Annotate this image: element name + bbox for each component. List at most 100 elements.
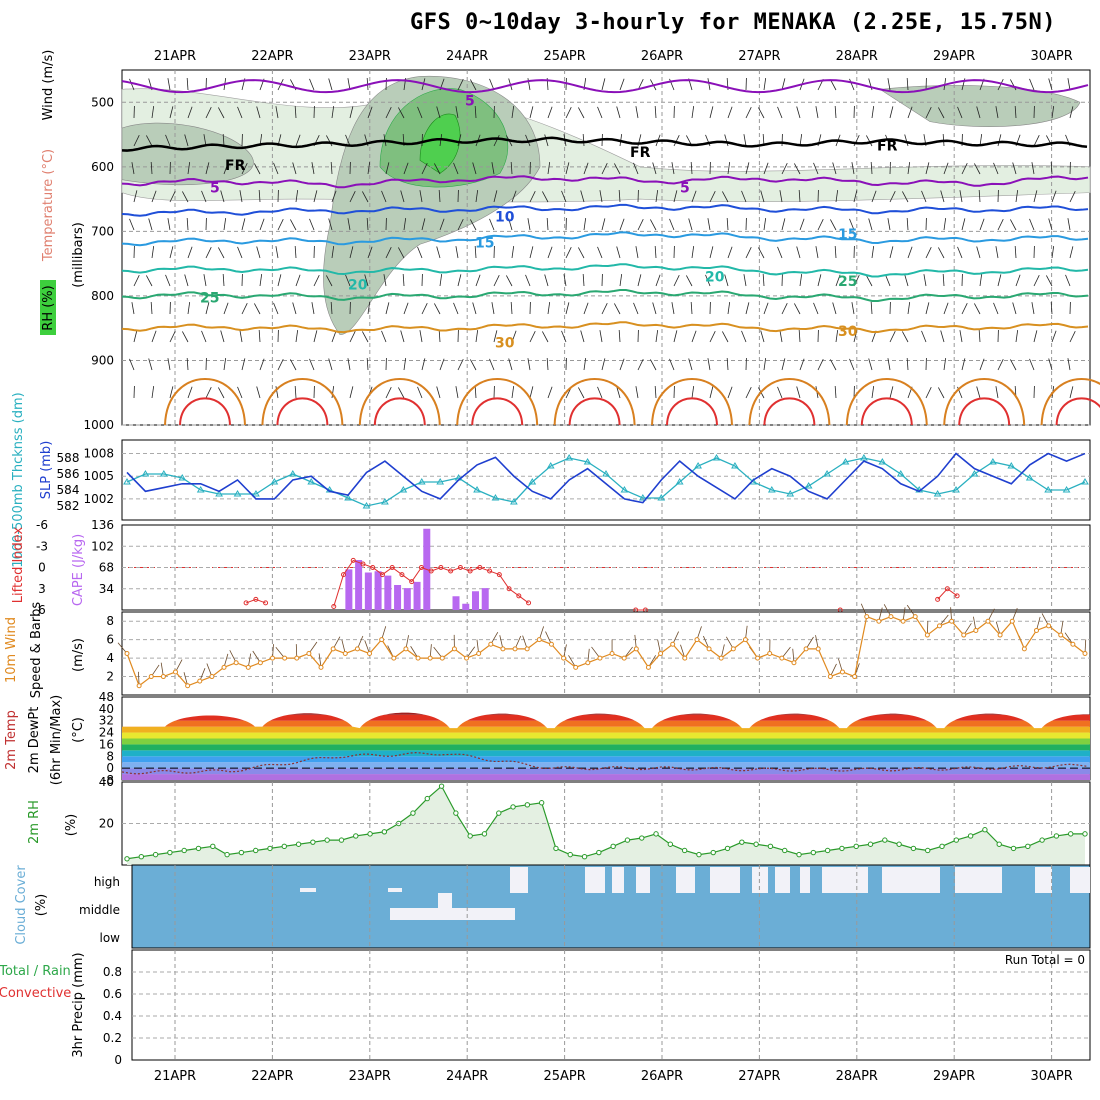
- cloud-clear-mid: [388, 888, 402, 892]
- wind-barb: [403, 162, 409, 175]
- cape-bar: [355, 560, 363, 610]
- wind-barb: [184, 134, 189, 147]
- wind-barb: [961, 358, 966, 371]
- temp-axis-label: 2m Temp: [4, 710, 19, 770]
- cloud-level-low: low: [100, 931, 121, 945]
- wind10m-marker: [354, 646, 360, 652]
- wind-barb: [601, 218, 606, 231]
- wind-barb: [978, 190, 981, 203]
- cloud-clear-high: [800, 867, 810, 893]
- thickness-marker: [270, 478, 279, 485]
- wind-ytick: 2: [106, 670, 114, 684]
- wind-barb: [707, 358, 711, 371]
- wind-barb: [381, 330, 387, 343]
- thickness-line: [126, 457, 1086, 507]
- contour-label: 10: [495, 210, 515, 226]
- thickness-marker: [399, 486, 408, 493]
- contour-label: 5: [210, 181, 220, 197]
- isotherm-loop-35: [943, 378, 1026, 426]
- li-marker: [350, 557, 356, 563]
- wind-barb: [1029, 78, 1035, 91]
- rh2m-ytick: 20: [99, 817, 114, 831]
- wind-barb: [546, 218, 549, 231]
- wind-barb: [544, 134, 549, 147]
- wind-barb: [165, 274, 171, 287]
- wind-barb: [1031, 302, 1035, 315]
- wind-barb: [997, 359, 1004, 371]
- wind-barb: [758, 247, 765, 259]
- isotherm-line: [121, 263, 1089, 278]
- wind-barb: [599, 330, 603, 343]
- isotherm-line: [121, 289, 1089, 303]
- isotherm-loop-40: [471, 397, 524, 426]
- wind-barb: [309, 78, 315, 91]
- isotherm-line: [121, 175, 1089, 189]
- wind-barb: [277, 359, 284, 371]
- wind10m-marker: [488, 641, 494, 647]
- wind-barb: [902, 191, 909, 203]
- cape-axis-label: CAPE (J/kg): [71, 534, 86, 606]
- wind-barb: [673, 135, 680, 147]
- wind-barb: [652, 162, 657, 175]
- thickness-marker: [767, 486, 776, 493]
- wind-barb: [669, 358, 675, 371]
- wind-barb: [547, 106, 553, 119]
- rh2m-marker: [696, 851, 702, 858]
- temp-band: [122, 720, 1090, 727]
- top-date-label: 30APR: [1030, 49, 1072, 64]
- wind-barb: [817, 219, 824, 231]
- wind-barb: [256, 246, 261, 259]
- isotherm-loop-40: [179, 397, 231, 426]
- wind-barb: [491, 302, 495, 315]
- li-ytick: 3: [38, 582, 46, 596]
- wind-barb: [580, 330, 585, 343]
- wind-barb: [997, 134, 1002, 147]
- wind-barb: [745, 162, 750, 175]
- rh2m-marker: [467, 833, 473, 839]
- thickness-marker: [731, 462, 739, 469]
- thickness-marker: [583, 458, 592, 465]
- wind10m-marker: [694, 637, 700, 643]
- wind-barb: [187, 162, 191, 175]
- isotherm-loop-35: [845, 378, 928, 426]
- wind-barb: [1033, 330, 1038, 343]
- wind-barb: [223, 218, 227, 231]
- wind10m-marker: [949, 618, 955, 624]
- wind-barb: [853, 190, 858, 203]
- wind-barb: [957, 106, 963, 119]
- wind10m-axis-label: 10m Wind: [4, 617, 19, 683]
- wind-barb: [1010, 79, 1017, 91]
- wind-barb: [601, 358, 606, 371]
- wind-barb: [619, 78, 625, 91]
- wind-barb: [237, 246, 243, 259]
- li-marker: [399, 572, 405, 578]
- wind-barb: [652, 302, 657, 315]
- rh2m-marker: [224, 851, 230, 858]
- thickness-marker: [417, 478, 426, 485]
- wind-barb: [292, 302, 297, 315]
- wind-barb: [146, 135, 153, 147]
- cape-bar: [384, 575, 392, 610]
- wind-barb: [870, 302, 873, 315]
- wind-barb: [475, 274, 481, 287]
- thickness-marker: [1007, 462, 1016, 469]
- rh2m-marker: [824, 847, 831, 854]
- rh2m-marker: [538, 800, 545, 806]
- rh2m-marker: [167, 849, 173, 856]
- rh2m-marker: [1010, 845, 1017, 852]
- rh2m-marker: [767, 843, 774, 850]
- wind-barb: [635, 386, 639, 399]
- thickness-marker: [823, 470, 831, 477]
- wind10m-marker: [767, 651, 773, 656]
- wind-barb: [743, 134, 747, 147]
- wind10m-marker: [257, 660, 263, 666]
- wind-barb: [889, 246, 894, 259]
- wind-barb: [1031, 162, 1035, 175]
- wind-barb: [439, 218, 445, 231]
- wind10m-marker: [185, 683, 191, 689]
- rh2m-marker: [681, 847, 688, 854]
- thickness-ytick: 588: [57, 451, 80, 465]
- wind-barb: [690, 162, 693, 175]
- wind-barb: [184, 274, 189, 287]
- precip-panel: [131, 949, 1091, 1061]
